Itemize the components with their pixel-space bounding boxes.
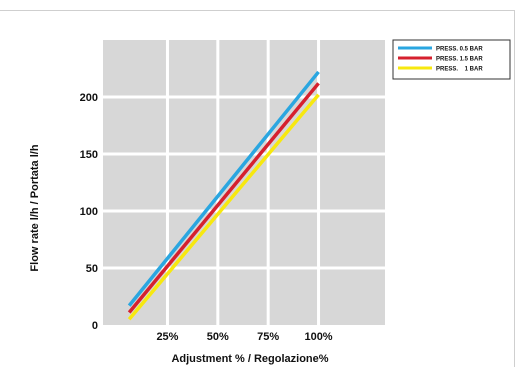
y-tick-label: 150 [80,149,98,161]
chart-frame [0,10,515,367]
legend-label: PRESS. 1 BAR [436,67,483,73]
series-line [127,70,320,307]
x-axis-label: Adjustment % / Regolazione% [171,353,328,365]
y-tick-label: 0 [92,320,98,332]
x-tick-label: 100% [304,331,332,343]
grid-lines [103,40,385,325]
y-tick-label: 100 [80,206,98,218]
series-line [127,93,320,321]
legend-items: PRESS. 0.5 BAR PRESS. 1.5 BAR PRESS. 1 BAR [398,46,483,73]
x-tick-label: 25% [156,331,178,343]
legend-label: PRESS. 1.5 BAR [436,57,483,63]
y-axis-ticks: 0 50 100 150 200 [80,92,98,332]
x-tick-label: 75% [257,331,279,343]
y-tick-label: 200 [80,92,98,104]
series-lines [127,70,320,321]
series-line [127,82,320,314]
x-tick-label: 50% [207,331,229,343]
legend: PRESS. 0.5 BAR PRESS. 1.5 BAR PRESS. 1 BAR [392,39,511,80]
legend-label: PRESS. 0.5 BAR [436,47,483,53]
x-axis-ticks: 25% 50% 75% 100% [156,331,332,343]
y-tick-label: 50 [86,263,98,275]
y-axis-label: Flow rate l/h / Portata l/h [29,144,41,271]
